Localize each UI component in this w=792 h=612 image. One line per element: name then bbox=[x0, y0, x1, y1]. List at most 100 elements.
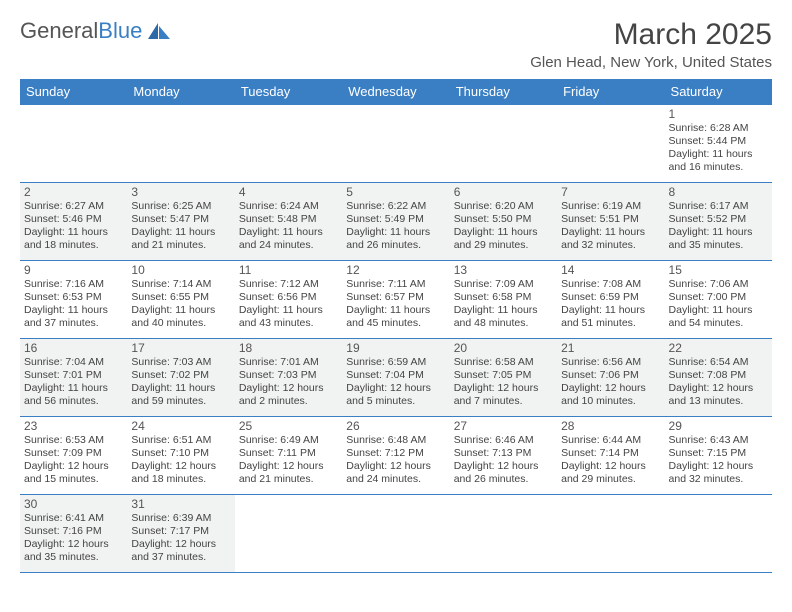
day-number: 22 bbox=[669, 341, 768, 355]
sunrise-text: Sunrise: 7:11 AM bbox=[346, 278, 445, 291]
calendar-body: 1Sunrise: 6:28 AMSunset: 5:44 PMDaylight… bbox=[20, 105, 772, 573]
day-number: 28 bbox=[561, 419, 660, 433]
daylight1-text: Daylight: 12 hours bbox=[561, 382, 660, 395]
sail-icon bbox=[146, 21, 172, 41]
daylight2-text: and 21 minutes. bbox=[239, 473, 338, 486]
daylight1-text: Daylight: 12 hours bbox=[24, 538, 123, 551]
sunset-text: Sunset: 7:09 PM bbox=[24, 447, 123, 460]
day-number: 26 bbox=[346, 419, 445, 433]
day-header: Friday bbox=[557, 79, 664, 105]
day-number: 24 bbox=[131, 419, 230, 433]
day-number: 3 bbox=[131, 185, 230, 199]
day-number: 16 bbox=[24, 341, 123, 355]
calendar-cell: 7Sunrise: 6:19 AMSunset: 5:51 PMDaylight… bbox=[557, 183, 664, 261]
daylight1-text: Daylight: 12 hours bbox=[669, 382, 768, 395]
calendar-cell: 2Sunrise: 6:27 AMSunset: 5:46 PMDaylight… bbox=[20, 183, 127, 261]
day-header: Saturday bbox=[665, 79, 772, 105]
sunrise-text: Sunrise: 7:16 AM bbox=[24, 278, 123, 291]
calendar-cell: 3Sunrise: 6:25 AMSunset: 5:47 PMDaylight… bbox=[127, 183, 234, 261]
daylight2-text: and 32 minutes. bbox=[561, 239, 660, 252]
daylight2-text: and 35 minutes. bbox=[24, 551, 123, 564]
sunset-text: Sunset: 7:04 PM bbox=[346, 369, 445, 382]
calendar-week: 16Sunrise: 7:04 AMSunset: 7:01 PMDayligh… bbox=[20, 339, 772, 417]
day-number: 13 bbox=[454, 263, 553, 277]
daylight1-text: Daylight: 12 hours bbox=[346, 460, 445, 473]
sunset-text: Sunset: 5:46 PM bbox=[24, 213, 123, 226]
calendar-head: SundayMondayTuesdayWednesdayThursdayFrid… bbox=[20, 79, 772, 105]
sunrise-text: Sunrise: 6:27 AM bbox=[24, 200, 123, 213]
daylight1-text: Daylight: 11 hours bbox=[24, 226, 123, 239]
sunrise-text: Sunrise: 6:54 AM bbox=[669, 356, 768, 369]
page-header: GeneralBlue March 2025 Glen Head, New Yo… bbox=[20, 18, 772, 71]
sunset-text: Sunset: 7:17 PM bbox=[131, 525, 230, 538]
calendar-cell: 5Sunrise: 6:22 AMSunset: 5:49 PMDaylight… bbox=[342, 183, 449, 261]
brand-logo: GeneralBlue bbox=[20, 18, 172, 44]
daylight1-text: Daylight: 11 hours bbox=[346, 304, 445, 317]
daylight2-text: and 54 minutes. bbox=[669, 317, 768, 330]
sunrise-text: Sunrise: 7:03 AM bbox=[131, 356, 230, 369]
day-number: 15 bbox=[669, 263, 768, 277]
calendar-cell: 18Sunrise: 7:01 AMSunset: 7:03 PMDayligh… bbox=[235, 339, 342, 417]
daylight2-text: and 59 minutes. bbox=[131, 395, 230, 408]
daylight1-text: Daylight: 11 hours bbox=[669, 226, 768, 239]
day-number: 9 bbox=[24, 263, 123, 277]
sunrise-text: Sunrise: 6:43 AM bbox=[669, 434, 768, 447]
day-number: 30 bbox=[24, 497, 123, 511]
day-number: 31 bbox=[131, 497, 230, 511]
daylight2-text: and 10 minutes. bbox=[561, 395, 660, 408]
calendar-cell bbox=[235, 105, 342, 183]
sunrise-text: Sunrise: 6:46 AM bbox=[454, 434, 553, 447]
day-number: 7 bbox=[561, 185, 660, 199]
sunrise-text: Sunrise: 7:14 AM bbox=[131, 278, 230, 291]
sunset-text: Sunset: 6:53 PM bbox=[24, 291, 123, 304]
daylight2-text: and 35 minutes. bbox=[669, 239, 768, 252]
sunset-text: Sunset: 7:11 PM bbox=[239, 447, 338, 460]
calendar-cell: 13Sunrise: 7:09 AMSunset: 6:58 PMDayligh… bbox=[450, 261, 557, 339]
daylight2-text: and 32 minutes. bbox=[669, 473, 768, 486]
sunset-text: Sunset: 7:13 PM bbox=[454, 447, 553, 460]
calendar-week: 9Sunrise: 7:16 AMSunset: 6:53 PM Daylight… bbox=[20, 261, 772, 339]
calendar-cell: 12Sunrise: 7:11 AMSunset: 6:57 PMDayligh… bbox=[342, 261, 449, 339]
sunrise-text: Sunrise: 6:59 AM bbox=[346, 356, 445, 369]
daylight1-text: Daylight: 12 hours bbox=[669, 460, 768, 473]
sunset-text: Sunset: 6:59 PM bbox=[561, 291, 660, 304]
sunset-text: Sunset: 6:58 PM bbox=[454, 291, 553, 304]
calendar-cell: 17Sunrise: 7:03 AMSunset: 7:02 PMDayligh… bbox=[127, 339, 234, 417]
sunrise-text: Sunrise: 7:08 AM bbox=[561, 278, 660, 291]
sunset-text: Sunset: 6:57 PM bbox=[346, 291, 445, 304]
day-number: 12 bbox=[346, 263, 445, 277]
sunset-text: Sunset: 6:55 PM bbox=[131, 291, 230, 304]
sunset-text: Sunset: 7:16 PM bbox=[24, 525, 123, 538]
daylight1-text: Daylight: 12 hours bbox=[239, 382, 338, 395]
calendar-week: 1Sunrise: 6:28 AMSunset: 5:44 PMDaylight… bbox=[20, 105, 772, 183]
month-title: March 2025 bbox=[530, 18, 772, 52]
daylight1-text: Daylight: 12 hours bbox=[131, 538, 230, 551]
sunrise-text: Sunrise: 6:39 AM bbox=[131, 512, 230, 525]
daylight1-text: Daylight: 11 hours bbox=[239, 226, 338, 239]
sunrise-text: Sunrise: 6:17 AM bbox=[669, 200, 768, 213]
day-number: 1 bbox=[669, 107, 768, 121]
sunset-text: Sunset: 7:05 PM bbox=[454, 369, 553, 382]
day-number: 5 bbox=[346, 185, 445, 199]
sunrise-text: Sunrise: 7:01 AM bbox=[239, 356, 338, 369]
sunrise-text: Sunrise: 7:04 AM bbox=[24, 356, 123, 369]
calendar-cell bbox=[557, 105, 664, 183]
day-number: 18 bbox=[239, 341, 338, 355]
daylight2-text: and 5 minutes. bbox=[346, 395, 445, 408]
day-number: 4 bbox=[239, 185, 338, 199]
location-text: Glen Head, New York, United States bbox=[530, 54, 772, 71]
sunset-text: Sunset: 7:10 PM bbox=[131, 447, 230, 460]
sunrise-text: Sunrise: 6:41 AM bbox=[24, 512, 123, 525]
calendar-week: 2Sunrise: 6:27 AMSunset: 5:46 PMDaylight… bbox=[20, 183, 772, 261]
brand-part1: General bbox=[20, 18, 98, 44]
daylight2-text: and 26 minutes. bbox=[346, 239, 445, 252]
daylight1-text: Daylight: 12 hours bbox=[131, 460, 230, 473]
day-header: Sunday bbox=[20, 79, 127, 105]
calendar-cell: 30Sunrise: 6:41 AMSunset: 7:16 PMDayligh… bbox=[20, 495, 127, 573]
day-number: 8 bbox=[669, 185, 768, 199]
sunrise-text: Sunrise: 7:06 AM bbox=[669, 278, 768, 291]
day-header: Tuesday bbox=[235, 79, 342, 105]
calendar-cell: 4Sunrise: 6:24 AMSunset: 5:48 PMDaylight… bbox=[235, 183, 342, 261]
daylight1-text: Daylight: 11 hours bbox=[669, 148, 768, 161]
daylight1-text: Daylight: 12 hours bbox=[24, 460, 123, 473]
